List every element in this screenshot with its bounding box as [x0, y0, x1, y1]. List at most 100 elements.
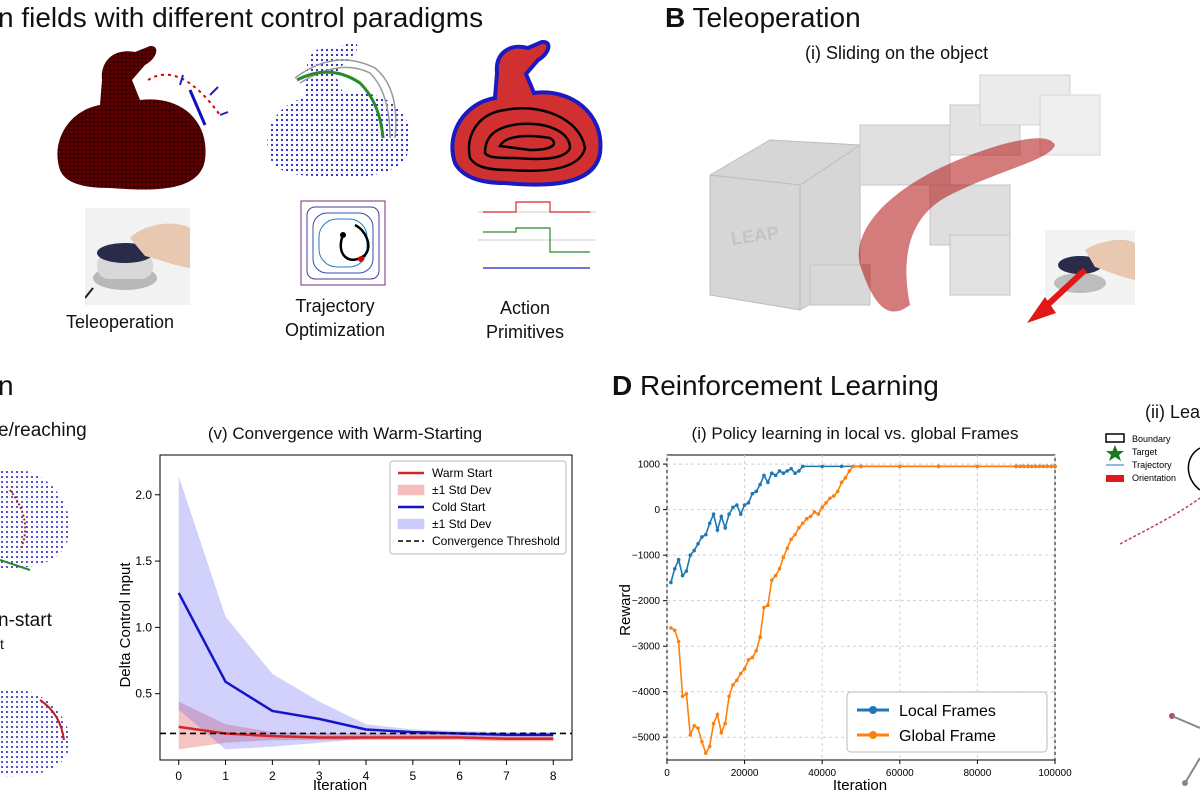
leap-hand-render: LEAP	[709, 74, 1135, 323]
rl-point-local-frames	[762, 473, 766, 478]
rl-x-tick-label: 60000	[886, 768, 914, 779]
convergence-x-axis-label: Iteration	[313, 777, 367, 794]
rl-point-global-frame	[1022, 464, 1026, 469]
bunny-partial-top	[0, 469, 71, 571]
convergence-legend-label: Convergence Threshold	[432, 534, 560, 548]
rl-point-local-frames	[820, 464, 824, 469]
rl-point-local-frames	[766, 480, 770, 485]
rl-point-global-frame	[797, 526, 801, 530]
rl-x-tick-label: 40000	[808, 768, 836, 779]
convergence-legend-label: ±1 Std Dev	[432, 517, 491, 531]
rl-point-local-frames	[719, 514, 724, 519]
rl-point-global-frame	[1029, 464, 1034, 469]
rl-point-local-frames	[785, 469, 790, 473]
rl-x-tick-label: 80000	[963, 768, 991, 779]
rl-point-global-frame	[1033, 464, 1038, 469]
rl-point-global-frame	[1041, 464, 1046, 469]
rl-point-local-frames	[793, 471, 797, 476]
legend-orientation-swatch	[1106, 475, 1124, 482]
convergence-legend-label: Warm Start	[432, 466, 493, 480]
convergence-chart: (v) Convergence with Warm-Starting 0 1 2 3 4…	[117, 424, 573, 794]
rl-point-global-frame	[835, 489, 840, 494]
rl-point-global-frame	[766, 603, 770, 608]
legend-target-label: Target	[1132, 447, 1158, 457]
bunny-partial-bottom	[0, 689, 71, 777]
rl-point-global-frame	[727, 694, 731, 699]
convergence-x-tick-label: 7	[503, 769, 510, 783]
panel-c-sub2b: t	[0, 636, 4, 652]
rl-point-local-frames	[773, 473, 778, 478]
panel-c-sub2: n-start	[0, 610, 52, 631]
rl-legend-label: Local Frames	[899, 703, 996, 720]
rl-x-axis-label: Iteration	[833, 777, 887, 794]
rl-x-tick-label: 0	[664, 768, 670, 779]
panel-e-plot: Boundary Target Trajectory Orientation	[1105, 433, 1200, 786]
legend-orientation-label: Orientation	[1132, 473, 1176, 483]
convergence-chart-title: (v) Convergence with Warm-Starting	[208, 424, 482, 443]
rl-point-local-frames	[797, 469, 801, 473]
panel-c-title: n	[0, 370, 14, 401]
rl-point-global-frame	[762, 605, 766, 610]
rl-point-local-frames	[727, 512, 731, 516]
rl-point-global-frame	[847, 469, 852, 473]
rl-y-tick-label: 1000	[638, 460, 661, 471]
rl-point-local-frames	[711, 512, 716, 516]
rl-point-global-frame	[975, 464, 980, 469]
panel-a-title: n fields with different control paradigm…	[0, 2, 484, 33]
rl-point-global-frame	[715, 712, 720, 717]
rl-point-local-frames	[777, 469, 782, 473]
convergence-line-cold-start	[177, 592, 554, 737]
rl-point-global-frame	[676, 639, 681, 644]
legend-boundary-swatch	[1105, 433, 1125, 443]
rl-point-global-frame	[750, 655, 755, 660]
rl-point-global-frame	[696, 726, 700, 730]
rl-point-global-frame	[936, 464, 941, 469]
rl-point-global-frame	[816, 512, 821, 516]
rl-point-global-frame	[735, 678, 739, 683]
rl-point-global-frame	[781, 555, 786, 560]
convergence-legend-label: ±1 Std Dev	[432, 483, 491, 497]
rl-point-local-frames	[723, 526, 727, 530]
rl-point-local-frames	[700, 535, 704, 539]
rl-point-global-frame	[832, 494, 836, 498]
convergence-y-tick-label: 1.5	[135, 554, 152, 568]
convergence-legend-swatch	[397, 484, 425, 496]
convergence-line-warm-start	[178, 725, 554, 741]
rl-point-global-frame	[680, 694, 685, 699]
rl-point-local-frames	[680, 573, 685, 578]
convergence-y-tick-label: 0.5	[135, 687, 152, 701]
rl-point-local-frames	[735, 503, 739, 507]
convergence-x-tick-label: 4	[363, 769, 370, 783]
rl-legend-box	[846, 691, 1048, 753]
rl-point-global-frame	[1037, 464, 1042, 469]
rl-y-axis-label: Reward	[617, 584, 634, 636]
rl-point-global-frame	[684, 692, 689, 696]
rl-y-tick-label: −3000	[632, 642, 661, 653]
rl-point-local-frames	[742, 503, 747, 507]
legend-target-star	[1106, 445, 1124, 461]
rl-legend-marker	[869, 706, 877, 714]
rl-point-global-frame	[804, 516, 809, 521]
rl-point-global-frame	[672, 628, 677, 633]
caption-action-primitives: Action Primitives	[485, 298, 564, 342]
rl-point-global-frame	[769, 578, 774, 582]
convergence-x-tick-label: 1	[222, 769, 229, 783]
rl-point-local-frames	[769, 471, 774, 476]
legend-boundary-label: Boundary	[1132, 434, 1171, 444]
rl-point-global-frame	[719, 730, 724, 735]
rl-point-global-frame	[851, 464, 856, 469]
rl-point-global-frame	[793, 532, 797, 537]
action-primitives-plot	[478, 201, 596, 269]
rl-point-global-frame	[754, 648, 759, 653]
rl-point-global-frame	[738, 671, 743, 676]
rl-point-local-frames	[707, 521, 712, 526]
legend-trajectory-label: Trajectory	[1132, 460, 1172, 470]
rl-point-local-frames	[738, 512, 743, 516]
convergence-y-axis-label: Delta Control Input	[117, 562, 134, 688]
convergence-x-tick-label: 5	[409, 769, 416, 783]
rl-point-local-frames	[676, 557, 681, 562]
rl-x-tick-label: 20000	[731, 768, 759, 779]
space-mouse-photo	[85, 208, 190, 305]
rl-point-global-frame	[746, 658, 751, 662]
convergence-legend-swatch	[397, 518, 425, 530]
